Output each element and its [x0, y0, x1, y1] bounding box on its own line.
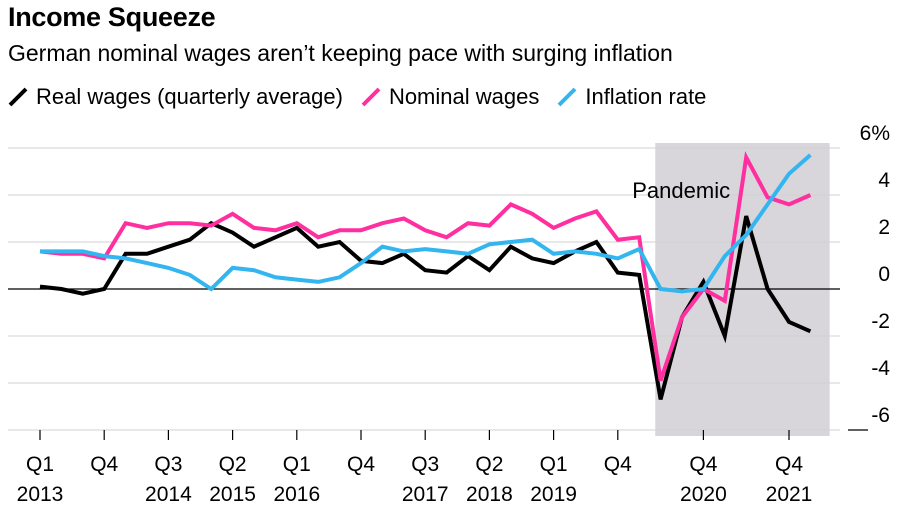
legend-swatch-nominal-wages	[361, 87, 381, 107]
x-tick-year-label: 2019	[530, 483, 577, 506]
y-tick-label: -6	[871, 404, 890, 427]
x-tick-label: Q1	[26, 453, 54, 476]
y-tick-label: -4	[871, 357, 890, 380]
x-tick-year-label: 2015	[209, 483, 256, 506]
x-tick-label: Q4	[604, 453, 632, 476]
legend-label-real-wages: Real wages (quarterly average)	[36, 84, 343, 109]
y-tick-label: 6%	[860, 122, 890, 145]
x-tick-year-label: 2013	[17, 483, 64, 506]
x-tick-year-label: 2017	[402, 483, 449, 506]
x-tick-label: Q2	[475, 453, 503, 476]
chart-title: Income Squeeze	[8, 2, 216, 32]
series-line-nominal-wages	[39, 151, 812, 382]
x-tick-label: Q3	[154, 453, 182, 476]
legend-swatch-inflation-rate	[557, 87, 577, 107]
x-tick-year-label: 2016	[273, 483, 320, 506]
y-tick-label: -2	[871, 310, 890, 333]
x-tick-label: Q4	[90, 453, 118, 476]
legend-swatch-real-wages	[8, 87, 28, 107]
y-tick-label: 4	[878, 169, 890, 192]
x-tick-label: Q3	[411, 453, 439, 476]
x-tick-label: Q1	[540, 453, 568, 476]
x-tick-year-label: 2021	[766, 483, 813, 506]
x-tick-year-label: 2020	[680, 483, 727, 506]
x-tick-label: Q2	[219, 453, 247, 476]
chart-legend: Real wages (quarterly average) Nominal w…	[8, 82, 724, 112]
y-tick-label: 2	[878, 216, 890, 239]
y-tick-label: 0	[878, 263, 890, 286]
x-tick-label: Q4	[775, 453, 803, 476]
x-tick-label: Q4	[689, 453, 717, 476]
pandemic-label: Pandemic	[632, 178, 730, 203]
legend-item-inflation-rate: Inflation rate	[557, 84, 706, 110]
legend-label-nominal-wages: Nominal wages	[388, 84, 540, 109]
series-line-inflation-rate	[40, 153, 812, 294]
legend-label-inflation-rate: Inflation rate	[585, 84, 707, 109]
legend-item-nominal-wages: Nominal wages	[361, 84, 539, 110]
x-tick-label: Q1	[283, 453, 311, 476]
legend-item-real-wages: Real wages (quarterly average)	[8, 84, 343, 110]
x-tick-year-label: 2018	[466, 483, 513, 506]
chart-subtitle: German nominal wages aren’t keeping pace…	[8, 40, 673, 66]
x-tick-year-label: 2014	[145, 483, 192, 506]
x-tick-label: Q4	[347, 453, 375, 476]
